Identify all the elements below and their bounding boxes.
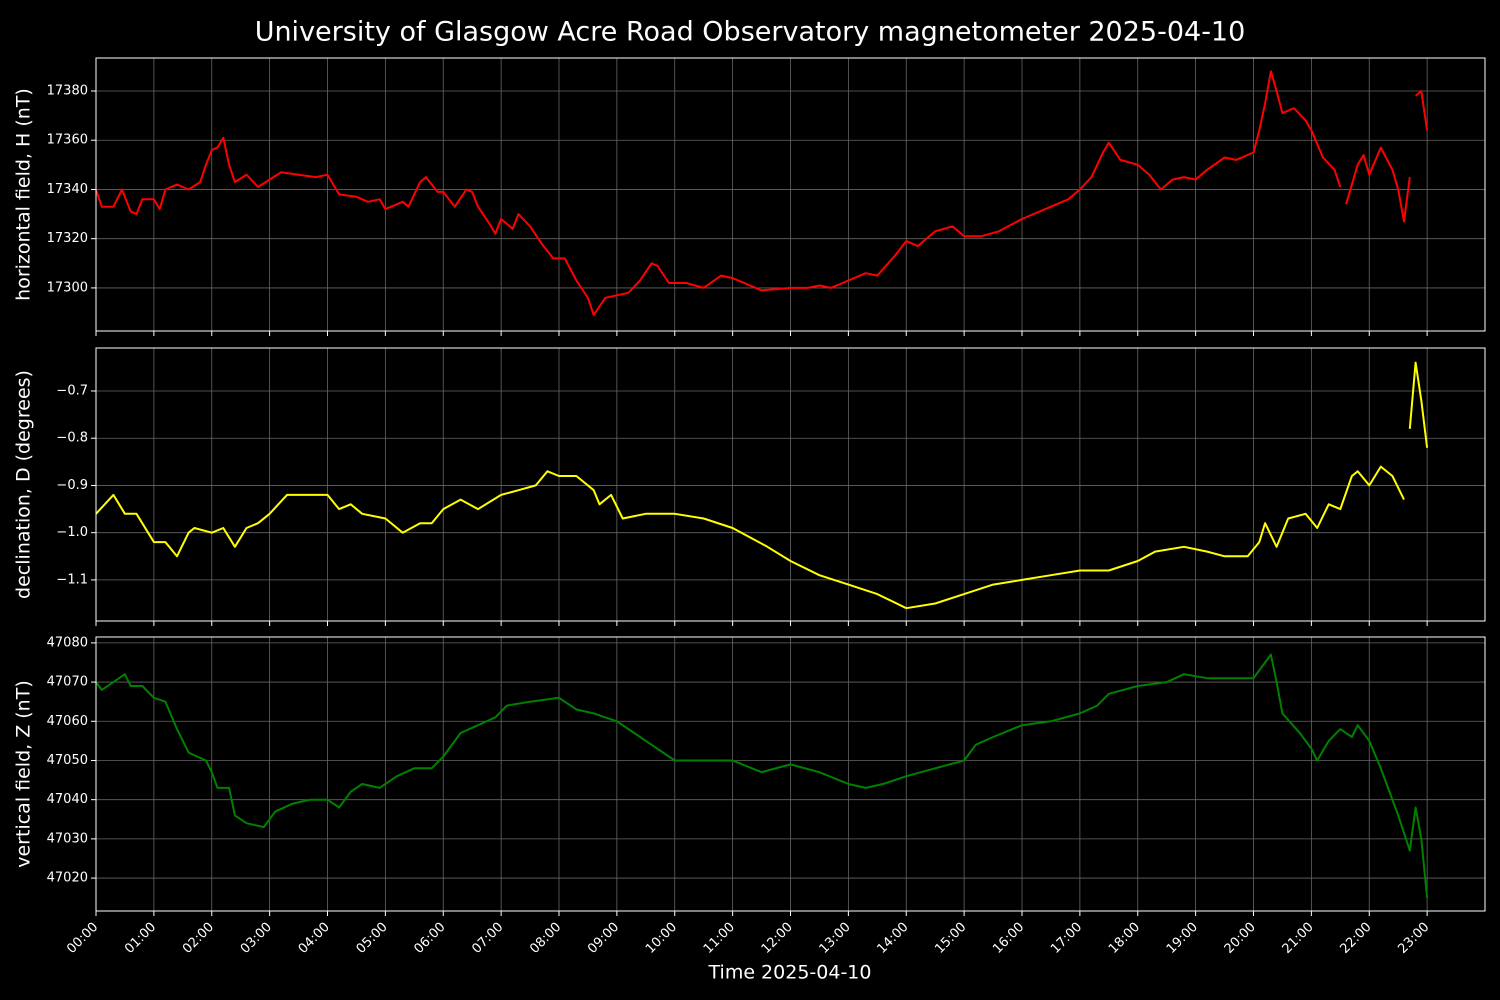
axes-frame xyxy=(95,347,1486,622)
y-tick-label: 47050 xyxy=(47,753,88,768)
y-tick-label: −0.9 xyxy=(56,478,88,493)
x-tick-label: 19:00 xyxy=(1164,920,1201,957)
x-tick-label: 02:00 xyxy=(180,920,217,957)
y-tick-label: −1.1 xyxy=(56,572,88,587)
data-line xyxy=(95,361,1429,610)
y-tick-label: −1.0 xyxy=(56,525,88,540)
x-tick-label: 12:00 xyxy=(759,920,796,957)
x-tick-label: 11:00 xyxy=(701,920,738,957)
y-tick-label: 17380 xyxy=(47,83,88,98)
x-tick-label: 03:00 xyxy=(238,920,275,957)
x-tick-label: 21:00 xyxy=(1280,920,1317,957)
y-axis-label: vertical field, Z (nT) xyxy=(13,680,35,868)
axes-frame xyxy=(95,57,1486,332)
y-tick-label: 47020 xyxy=(47,871,88,886)
y-tick-label: 47080 xyxy=(47,635,88,650)
y-tick-label: 47040 xyxy=(47,792,88,807)
x-tick-label: 18:00 xyxy=(1106,920,1143,957)
x-tick-label: 00:00 xyxy=(64,920,101,957)
y-tick-label: 47070 xyxy=(47,675,88,690)
y-tick-label: 47030 xyxy=(47,831,88,846)
y-tick-label: 17300 xyxy=(47,280,88,295)
data-line xyxy=(95,70,1429,316)
x-axis-label: Time 2025-04-10 xyxy=(708,962,872,984)
y-tick-label: 17360 xyxy=(47,133,88,148)
axes-frame xyxy=(95,636,1486,912)
x-tick-label: 06:00 xyxy=(411,920,448,957)
x-tick-label: 20:00 xyxy=(1222,920,1259,957)
y-tick-label: −0.7 xyxy=(56,383,88,398)
x-tick-label: 08:00 xyxy=(527,920,564,957)
y-tick-label: 17340 xyxy=(47,182,88,197)
x-tick-label: 05:00 xyxy=(354,920,391,957)
chart-title: University of Glasgow Acre Road Observat… xyxy=(255,17,1246,48)
y-axis-label: declination, D (degrees) xyxy=(13,370,35,599)
y-tick-label: 17320 xyxy=(47,231,88,246)
x-tick-label: 23:00 xyxy=(1395,920,1432,957)
x-tick-label: 04:00 xyxy=(296,920,333,957)
x-tick-label: 17:00 xyxy=(1048,920,1085,957)
y-tick-label: −0.8 xyxy=(56,431,88,446)
x-tick-label: 09:00 xyxy=(585,920,622,957)
x-tick-label: 10:00 xyxy=(643,920,680,957)
x-tick-label: 07:00 xyxy=(469,920,506,957)
x-tick-label: 16:00 xyxy=(990,920,1027,957)
data-line xyxy=(95,653,1429,898)
x-tick-label: 01:00 xyxy=(122,920,159,957)
x-tick-label: 22:00 xyxy=(1337,920,1374,957)
x-tick-label: 13:00 xyxy=(817,920,854,957)
y-axis-label: horizontal field, H (nT) xyxy=(13,88,35,301)
x-tick-label: 15:00 xyxy=(932,920,969,957)
x-tick-label: 14:00 xyxy=(874,920,911,957)
y-tick-label: 47060 xyxy=(47,714,88,729)
